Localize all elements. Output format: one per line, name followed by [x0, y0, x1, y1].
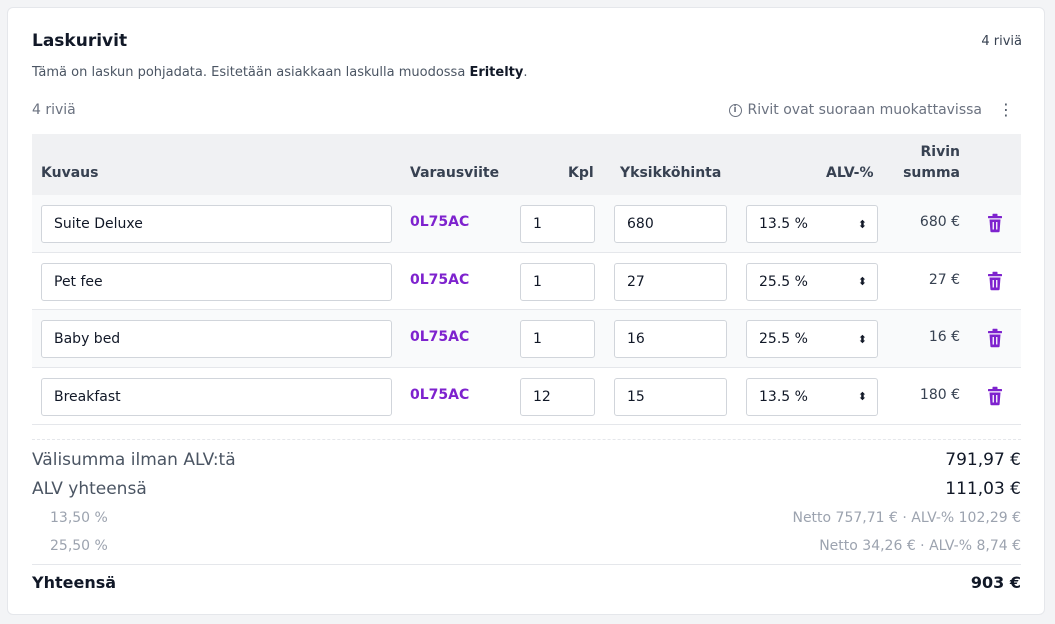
card-subtitle: Tämä on laskun pohjadata. Esitetään asia…: [32, 65, 528, 80]
trash-icon[interactable]: [987, 386, 1003, 406]
col-qty: Kpl: [568, 165, 594, 181]
editable-info: i Rivit ovat suoraan muokattavissa: [728, 102, 983, 118]
description-input[interactable]: [41, 320, 392, 358]
grand-total-value: 903 €: [970, 573, 1021, 592]
reference-link[interactable]: 0L75AC: [410, 271, 470, 288]
trash-icon[interactable]: [987, 328, 1003, 348]
editable-info-text: Rivit ovat suoraan muokattavissa: [747, 102, 983, 118]
invoice-lines-table: Kuvaus Varausviite Kpl Yksikköhinta ALV-…: [32, 134, 1021, 425]
table-row: 0L75AC 13.5 % ⬍ 180 €: [32, 368, 1021, 425]
vat-select[interactable]: 25.5 % ⬍: [746, 262, 878, 301]
chevron-up-down-icon: ⬍: [857, 332, 867, 346]
col-row-sum-line1: Rivin: [920, 144, 960, 160]
vat-select[interactable]: 13.5 % ⬍: [746, 377, 878, 416]
col-description: Kuvaus: [41, 165, 99, 181]
table-body: 0L75AC13.5 %⬍680 €0L75AC25.5 %⬍27 €0L75A…: [32, 195, 1021, 425]
col-vat: ALV-%: [826, 165, 874, 181]
card-title: Laskurivit: [32, 31, 128, 51]
vat-total-label: ALV yhteensä: [32, 479, 147, 499]
col-reference: Varausviite: [410, 165, 500, 181]
vat-rate: 13,50 %: [50, 510, 108, 526]
vat-total-row: ALV yhteensä 111,03 €: [32, 479, 1021, 499]
vat-breakdown-row: 13,50 % Netto 757,71 € · ALV-% 102,29 €: [32, 510, 1021, 526]
subtitle-format: Eritelty: [469, 65, 524, 80]
col-unit-price: Yksikköhinta: [620, 165, 722, 181]
description-input[interactable]: [41, 377, 392, 416]
table-row: 0L75AC 13.5 % ⬍ 680 €: [32, 195, 1021, 253]
row-sum: 27 €: [928, 271, 960, 288]
vat-select-value: 13.5 %: [759, 216, 808, 232]
grand-total-row: Yhteensä 903 €: [32, 573, 1021, 592]
vat-select[interactable]: 13.5 % ⬍: [746, 205, 878, 243]
subtotal-value: 791,97 €: [945, 450, 1021, 470]
table-row: 0L75AC 25.5 % ⬍ 16 €: [32, 310, 1021, 368]
totals-section: Välisumma ilman ALV:tä 791,97 € ALV yhte…: [32, 439, 1021, 592]
trash-icon[interactable]: [987, 271, 1003, 291]
col-row-sum-line2: summa: [903, 165, 960, 181]
vat-select-value: 25.5 %: [759, 331, 808, 347]
qty-input[interactable]: [520, 320, 595, 358]
unit-price-input[interactable]: [614, 262, 727, 301]
qty-input[interactable]: [520, 205, 595, 243]
vat-total-value: 111,03 €: [945, 479, 1021, 499]
unit-price-input[interactable]: [614, 320, 727, 358]
subtitle-text: Tämä on laskun pohjadata. Esitetään asia…: [32, 65, 470, 80]
row-sum: 16 €: [928, 329, 960, 345]
row-sum: 680 €: [919, 214, 960, 230]
more-options-button[interactable]: ⋮: [998, 100, 1014, 119]
subtotal-label: Välisumma ilman ALV:tä: [32, 450, 236, 470]
description-input[interactable]: [41, 262, 392, 301]
vat-rate: 25,50 %: [50, 538, 108, 554]
chevron-up-down-icon: ⬍: [857, 390, 867, 403]
unit-price-input[interactable]: [614, 377, 727, 416]
reference-link[interactable]: 0L75AC: [410, 386, 470, 403]
vat-select-value: 25.5 %: [759, 273, 808, 290]
info-circle-icon: i: [728, 103, 742, 117]
totals-divider: [32, 564, 1021, 565]
kebab-menu-icon: ⋮: [998, 100, 1014, 119]
row-sum: 180 €: [919, 386, 960, 403]
vat-detail: Netto 757,71 € · ALV-% 102,29 €: [792, 510, 1021, 526]
subtotal-row: Välisumma ilman ALV:tä 791,97 €: [32, 450, 1021, 470]
subtitle-suffix: .: [523, 65, 528, 80]
chevron-up-down-icon: ⬍: [857, 217, 867, 231]
description-input[interactable]: [41, 205, 392, 243]
qty-input[interactable]: [520, 262, 595, 301]
reference-link[interactable]: 0L75AC: [410, 329, 470, 345]
vat-detail: Netto 34,26 € · ALV-% 8,74 €: [819, 538, 1021, 554]
vat-breakdown-row: 25,50 % Netto 34,26 € · ALV-% 8,74 €: [32, 538, 1021, 554]
vat-select[interactable]: 25.5 % ⬍: [746, 320, 878, 358]
chevron-up-down-icon: ⬍: [857, 275, 867, 288]
trash-icon[interactable]: [987, 213, 1003, 233]
table-row: 0L75AC 25.5 % ⬍ 27 €: [32, 253, 1021, 310]
grand-total-label: Yhteensä: [32, 573, 117, 592]
unit-price-input[interactable]: [614, 205, 727, 243]
toolbar-row-count: 4 riviä: [32, 102, 76, 118]
invoice-lines-card: Laskurivit 4 riviä Tämä on laskun pohjad…: [7, 7, 1045, 615]
reference-link[interactable]: 0L75AC: [410, 214, 470, 230]
table-header: Kuvaus Varausviite Kpl Yksikköhinta ALV-…: [32, 134, 1021, 195]
qty-input[interactable]: [520, 377, 595, 416]
vat-select-value: 13.5 %: [759, 388, 808, 405]
row-count-badge: 4 riviä: [981, 34, 1022, 49]
